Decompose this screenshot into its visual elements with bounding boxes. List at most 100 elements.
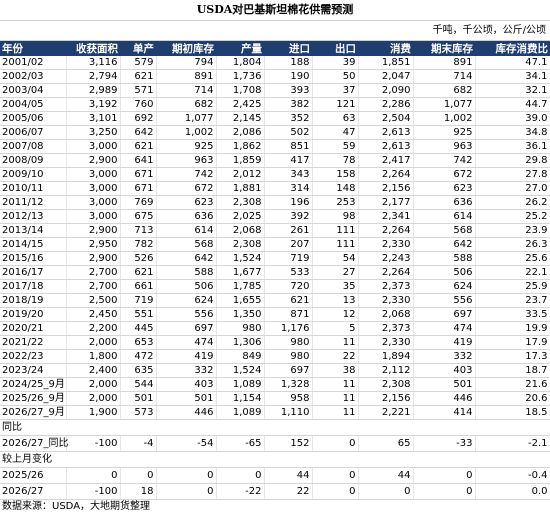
table-cell: 403 <box>156 377 217 392</box>
table-cell: 44.7 <box>475 97 550 112</box>
table-cell: 2,900 <box>66 223 121 238</box>
table-cell: 925 <box>156 139 217 154</box>
table-cell: 44 <box>264 467 313 484</box>
table-cell: 196 <box>264 195 313 210</box>
table-cell: 769 <box>120 195 157 210</box>
table-cell: 3,000 <box>66 209 121 224</box>
table-cell: 1,154 <box>216 391 265 406</box>
table-cell: 332 <box>413 349 476 364</box>
table-cell: 568 <box>156 237 217 252</box>
table-cell: 18 <box>120 483 157 500</box>
table-cell: 588 <box>413 251 476 266</box>
table-cell: 1,110 <box>264 405 313 420</box>
table-cell: 2,000 <box>66 391 121 406</box>
table-cell: 621 <box>264 293 313 308</box>
table-body: 2001/02 3,116 579 794 1,804 188 39 1,851 891 47.1… <box>0 56 550 500</box>
table-cell: 419 <box>413 335 476 350</box>
table-cell: 38 <box>312 363 359 378</box>
table-cell: 2,047 <box>358 69 414 84</box>
table-cell: 111 <box>312 237 359 252</box>
table-cell: 713 <box>120 223 157 238</box>
table-cell: 25.9 <box>475 279 550 294</box>
table-cell: 2,989 <box>66 83 121 98</box>
table-cell: 2014/15 <box>0 237 67 252</box>
header-cell: 库存消费比 <box>475 41 550 56</box>
table-cell: 1,655 <box>216 293 265 308</box>
table-cell: 1,328 <box>264 377 313 392</box>
table-cell: 501 <box>156 391 217 406</box>
table-cell: 642 <box>120 125 157 140</box>
table-cell: 2010/11 <box>0 181 67 196</box>
table-cell: 502 <box>264 125 313 140</box>
table-cell: 446 <box>413 391 476 406</box>
table-cell: 742 <box>156 167 217 182</box>
table-cell: 25.2 <box>475 209 550 224</box>
table-row: 2026/27_同比 -100 -4 -54 -65 152 0 65 -33 -2.1 <box>0 435 550 452</box>
table-cell: 2,950 <box>66 237 121 252</box>
table-cell: 2,308 <box>358 377 414 392</box>
table-cell: 417 <box>264 153 313 168</box>
table-cell: 1,708 <box>216 83 265 98</box>
table-cell: 1,785 <box>216 279 265 294</box>
table-cell: 1,736 <box>216 69 265 84</box>
table-cell: 474 <box>156 335 217 350</box>
table-cell: 419 <box>156 349 217 364</box>
table-cell: 849 <box>216 349 265 364</box>
table-row: 2016/17 2,700 621 588 1,677 533 27 2,264 506 22.1 <box>0 265 550 280</box>
table-cell: 17.3 <box>475 349 550 364</box>
table-cell: 925 <box>413 125 476 140</box>
table-cell: 23.9 <box>475 223 550 238</box>
table-row: 2024/25_9月 2,000 544 403 1,089 1,328 11 2,308 50… <box>0 377 550 392</box>
table-cell: 1,089 <box>216 377 265 392</box>
table-cell: 2,700 <box>66 265 121 280</box>
table-cell: 1,002 <box>413 111 476 126</box>
table-cell: 571 <box>120 83 157 98</box>
table-cell: 2026/27_9月 <box>0 405 67 420</box>
table-cell: 1,077 <box>156 111 217 126</box>
table-cell: 980 <box>264 349 313 364</box>
table-cell: 2,613 <box>358 139 414 154</box>
table-cell: 2,221 <box>358 405 414 420</box>
table-cell: 2005/06 <box>0 111 67 126</box>
table-row: 2002/03 2,794 621 891 1,736 190 50 2,047 714 34.1 <box>0 69 550 84</box>
table-cell: 2,068 <box>358 307 414 322</box>
table-cell: 963 <box>156 153 217 168</box>
table-cell: 2026/27_同比 <box>0 435 69 452</box>
table-cell: 1,524 <box>216 251 265 266</box>
table-cell: 2016/17 <box>0 265 67 280</box>
table-cell: 2,341 <box>358 209 414 224</box>
table-cell: 188 <box>264 56 313 70</box>
table-cell: 37 <box>312 83 359 98</box>
table-cell: 1,800 <box>66 349 121 364</box>
table-cell: 2013/14 <box>0 223 67 238</box>
table-cell: 0 <box>156 483 217 500</box>
table-cell: 11 <box>312 335 359 350</box>
header-cell: 期末库存 <box>413 41 475 56</box>
table-cell: 98 <box>312 209 359 224</box>
table-row: 2023/24 2,400 635 332 1,524 697 38 2,112 403 18.7 <box>0 363 550 378</box>
table-cell: 2002/03 <box>0 69 67 84</box>
header-cell: 单产 <box>120 41 156 56</box>
table-cell: 63 <box>312 111 359 126</box>
table-cell: 2020/21 <box>0 321 67 336</box>
table-cell: 1,894 <box>358 349 414 364</box>
table-cell: 526 <box>120 251 157 266</box>
table-cell: 794 <box>156 56 217 70</box>
table-cell: -2.1 <box>475 435 550 452</box>
header-cell: 产量 <box>216 41 264 56</box>
table-cell: 719 <box>120 293 157 308</box>
table-cell: 3,000 <box>66 181 121 196</box>
table-cell: 2023/24 <box>0 363 67 378</box>
header-cell: 期初库存 <box>156 41 216 56</box>
table-cell: 742 <box>413 153 476 168</box>
table-cell: 1,862 <box>216 139 265 154</box>
table-cell: 2,400 <box>66 363 121 378</box>
table-cell: 506 <box>156 279 217 294</box>
table-cell: 2025/26_9月 <box>0 391 67 406</box>
table-cell: 2,613 <box>358 125 414 140</box>
table-row: 2026/27_9月 1,900 573 446 1,089 1,110 11 2,221 41… <box>0 405 550 420</box>
table-cell: 642 <box>413 237 476 252</box>
table-cell: 2,504 <box>358 111 414 126</box>
table-cell: 621 <box>120 69 157 84</box>
table-row: 2004/05 3,192 760 682 2,425 382 121 2,286 1,077 4… <box>0 97 550 112</box>
